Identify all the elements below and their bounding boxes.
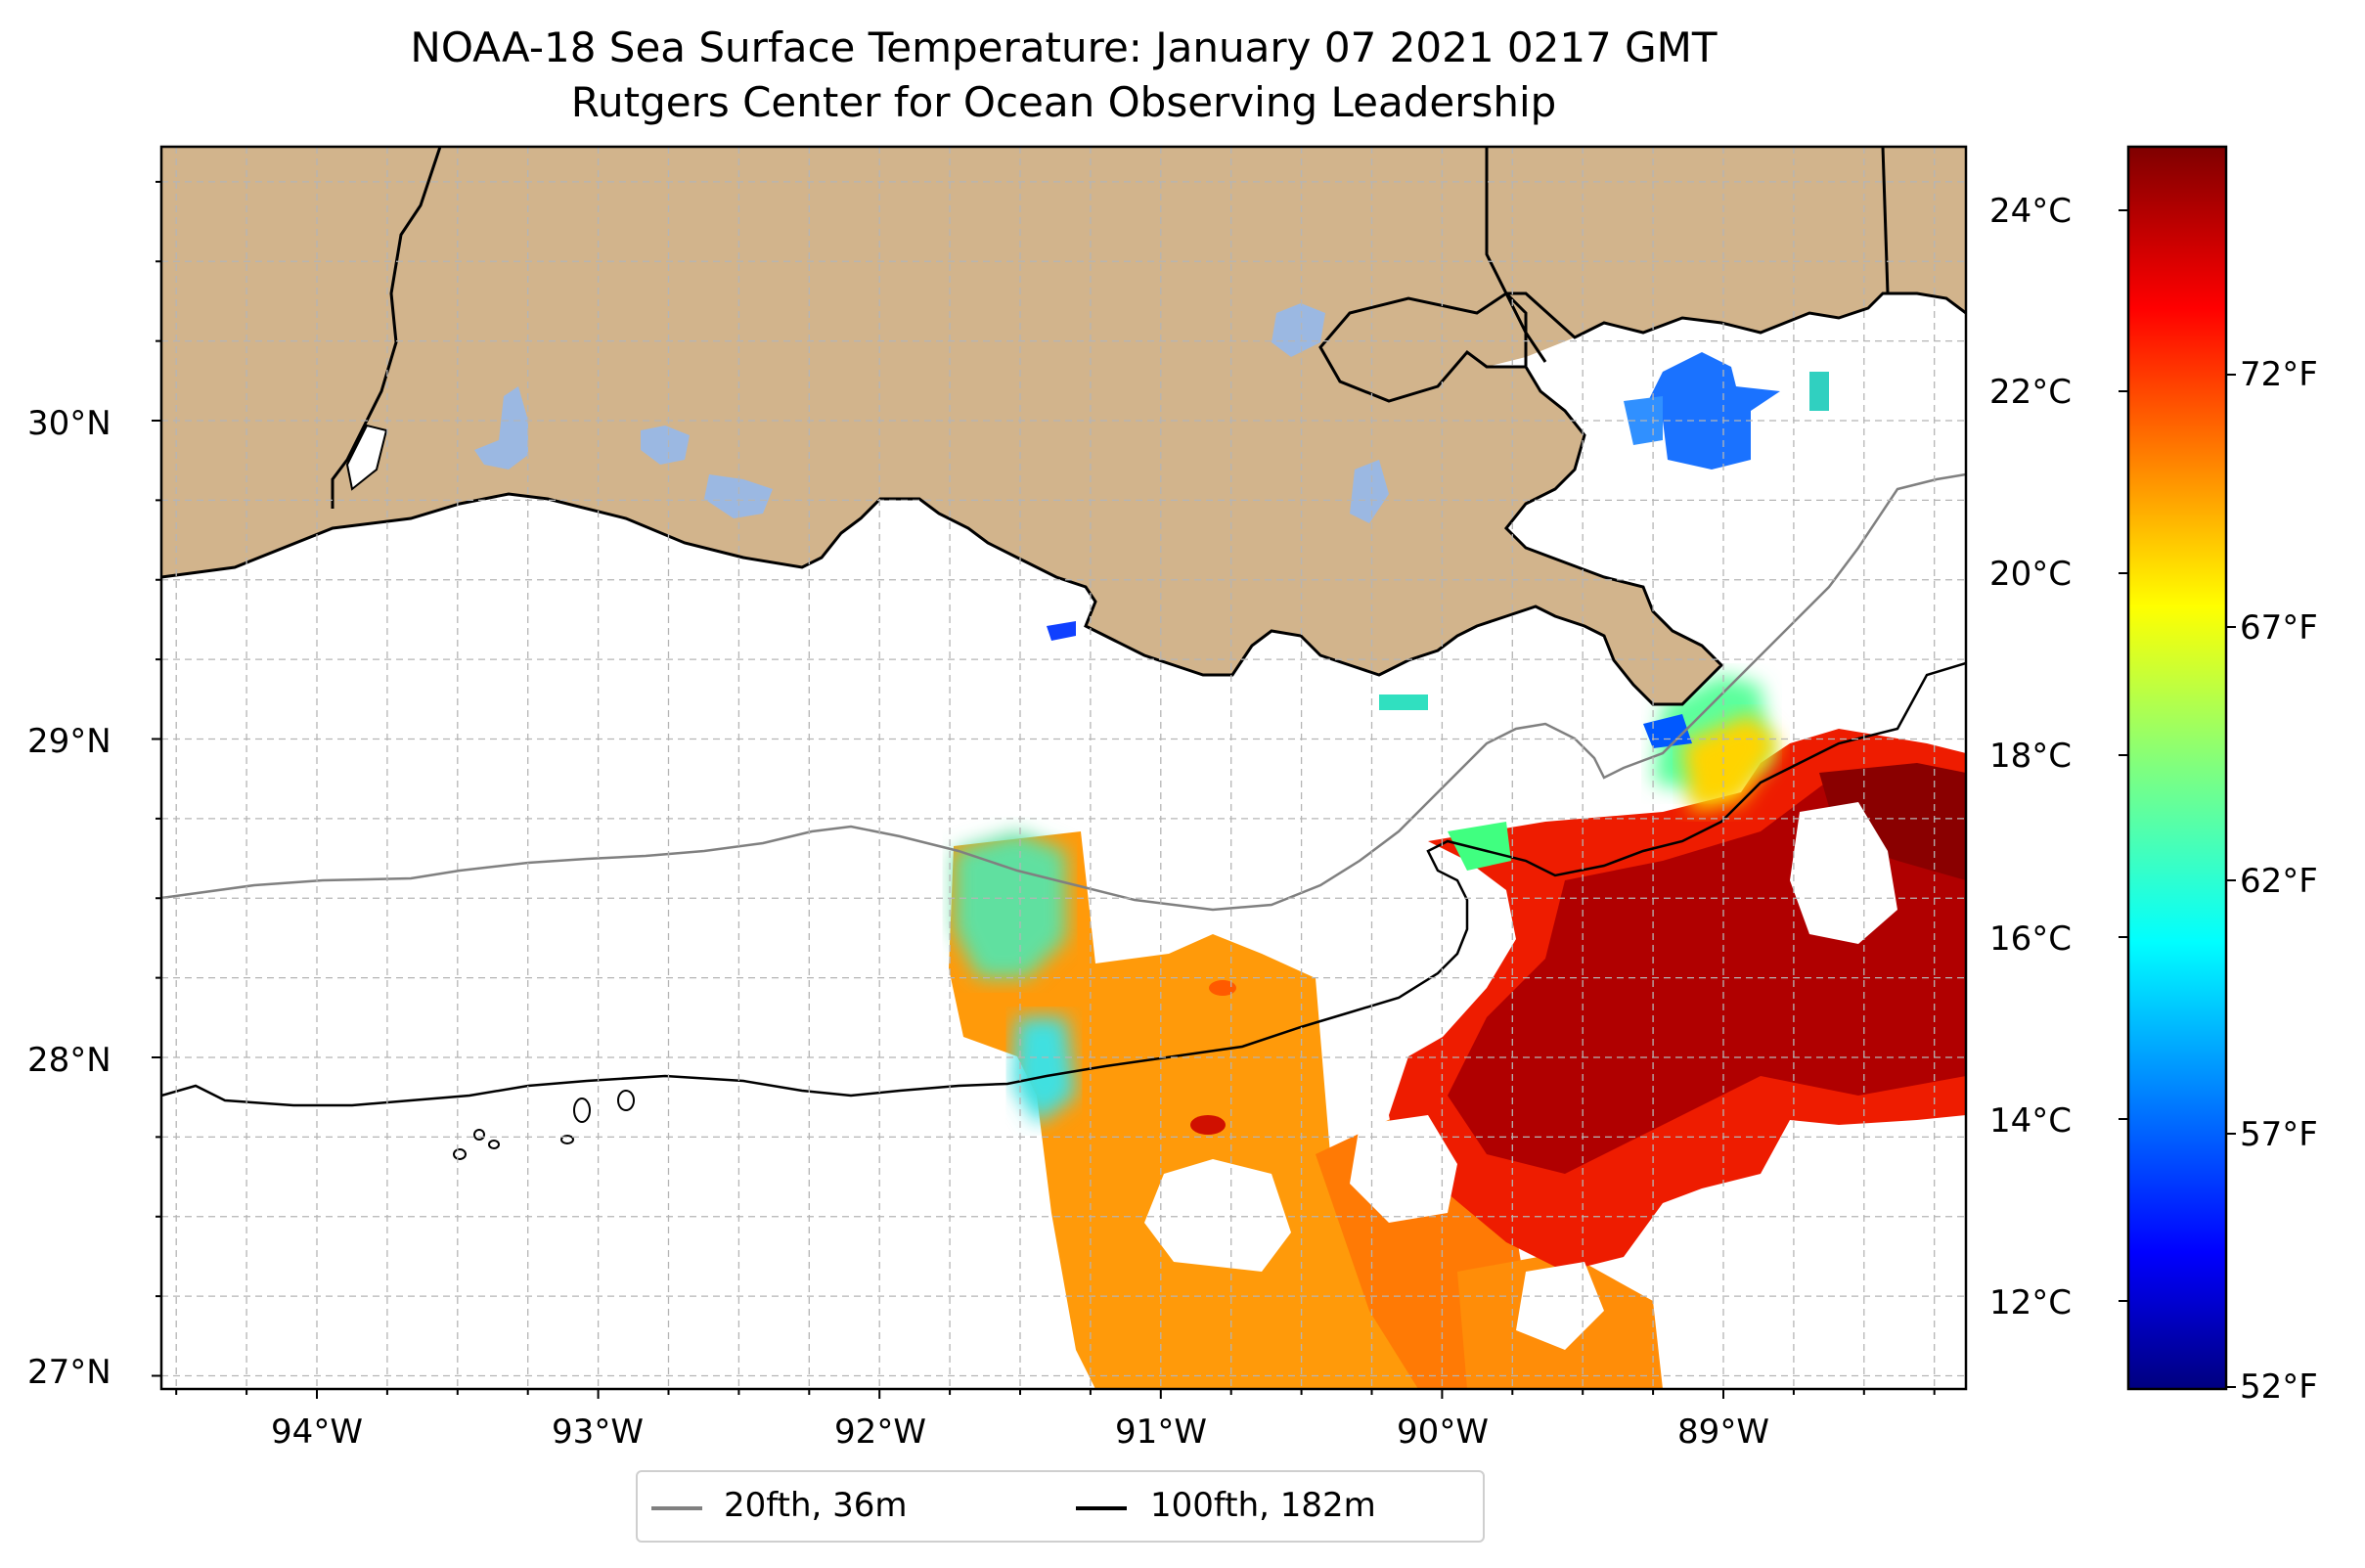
map-frame [159, 145, 1968, 1391]
colorbar-label-f: 57°F [2240, 1115, 2318, 1154]
colorbar-label-f: 67°F [2240, 608, 2318, 648]
lon-label-90w: 90°W [1397, 1412, 1489, 1452]
lon-label-91w: 91°W [1115, 1412, 1207, 1452]
legend-label: 20fth, 36m [724, 1486, 908, 1525]
contour-100fth [161, 661, 1966, 1107]
map-gridlines [161, 147, 1966, 1389]
legend-line-gray [651, 1506, 702, 1510]
colorbar-label-c: 12°C [1989, 1283, 2073, 1322]
colorbar-label-c: 16°C [1989, 919, 2073, 959]
lat-label-29n: 29°N [27, 722, 112, 761]
lon-label-93w: 93°W [552, 1412, 644, 1452]
lat-label-30n: 30°N [27, 404, 112, 443]
inland-lakes [474, 303, 1389, 523]
small-islands [453, 1090, 635, 1160]
colorbar [2126, 145, 2228, 1391]
legend-label: 100fth, 182m [1150, 1486, 1376, 1525]
colorbar-label-f: 62°F [2240, 862, 2318, 901]
map-subtitle: Rutgers Center for Ocean Observing Leade… [570, 78, 1557, 126]
colorbar-label-c: 22°C [1989, 373, 2073, 412]
lat-label-27n: 27°N [27, 1353, 112, 1392]
colorbar-label-c: 18°C [1989, 737, 2073, 776]
colorbar-label-c: 14°C [1989, 1101, 2073, 1141]
colorbar-label-f: 52°F [2240, 1367, 2318, 1407]
lon-label-92w: 92°W [834, 1412, 926, 1452]
land-mass [161, 147, 1966, 704]
contour-20fth [161, 472, 1966, 912]
contour-legend: 20fth, 36m 100fth, 182m [636, 1470, 1485, 1543]
map-title: NOAA-18 Sea Surface Temperature: January… [410, 23, 1718, 71]
lat-label-28n: 28°N [27, 1041, 112, 1080]
legend-line-black [1076, 1506, 1127, 1510]
colorbar-label-f: 72°F [2240, 355, 2318, 394]
colorbar-label-c: 24°C [1989, 192, 2073, 231]
colorbar-label-c: 20°C [1989, 555, 2073, 594]
lon-label-94w: 94°W [271, 1412, 363, 1452]
lon-label-89w: 89°W [1677, 1412, 1769, 1452]
